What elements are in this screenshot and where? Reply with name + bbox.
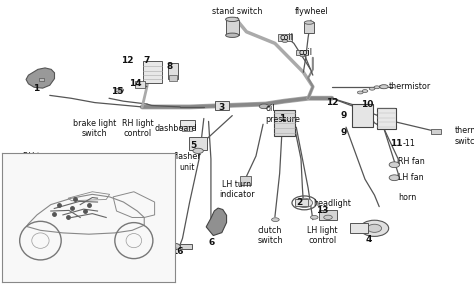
Text: coil: coil — [280, 33, 294, 42]
Bar — [180, 120, 195, 128]
Bar — [350, 223, 368, 234]
Text: 14: 14 — [129, 79, 141, 88]
Text: RH turn
indicator: RH turn indicator — [20, 152, 56, 172]
Text: 13: 13 — [316, 206, 328, 216]
Text: dashboard: dashboard — [154, 124, 197, 133]
Ellipse shape — [282, 40, 288, 42]
Text: 2: 2 — [296, 198, 303, 208]
Ellipse shape — [367, 224, 382, 232]
Text: LH fan: LH fan — [398, 173, 424, 182]
Text: 1: 1 — [33, 84, 39, 93]
Text: stand switch: stand switch — [212, 7, 262, 16]
Ellipse shape — [389, 175, 400, 181]
Ellipse shape — [115, 88, 124, 92]
Text: clutch
switch: clutch switch — [257, 226, 283, 245]
Polygon shape — [206, 208, 227, 236]
Bar — [189, 137, 207, 150]
Bar — [226, 19, 239, 35]
Ellipse shape — [300, 54, 305, 57]
Text: headlight: headlight — [313, 199, 351, 208]
Ellipse shape — [296, 198, 313, 208]
Text: thermal
switch: thermal switch — [455, 126, 474, 146]
Text: oil
pressure: oil pressure — [265, 104, 301, 124]
Bar — [278, 34, 292, 41]
Bar — [240, 176, 252, 185]
Ellipse shape — [272, 218, 279, 222]
Text: 4: 4 — [365, 235, 372, 244]
Ellipse shape — [362, 90, 368, 92]
Bar — [182, 126, 192, 131]
Bar — [169, 75, 177, 81]
Text: 12: 12 — [121, 56, 133, 65]
Text: RH light
control: RH light control — [122, 119, 153, 138]
Ellipse shape — [374, 86, 380, 89]
Text: flywheel: flywheel — [295, 7, 328, 16]
Text: RH fan: RH fan — [398, 157, 425, 166]
Ellipse shape — [357, 91, 363, 94]
Ellipse shape — [380, 85, 388, 89]
Ellipse shape — [360, 220, 389, 236]
Bar — [135, 81, 145, 88]
Text: 5: 5 — [190, 141, 196, 151]
Polygon shape — [26, 68, 55, 88]
Ellipse shape — [369, 87, 375, 90]
Bar — [215, 101, 229, 110]
Text: 1: 1 — [279, 114, 286, 123]
Text: 3: 3 — [218, 103, 225, 112]
Text: thermistor: thermistor — [389, 82, 431, 91]
Text: 8: 8 — [166, 62, 173, 71]
Text: 11: 11 — [390, 138, 402, 148]
Text: -11: -11 — [403, 138, 416, 148]
Text: 10: 10 — [361, 100, 374, 109]
Text: 12: 12 — [326, 98, 338, 107]
Text: 9: 9 — [341, 128, 347, 138]
Text: coil: coil — [299, 47, 313, 57]
Ellipse shape — [389, 162, 400, 168]
Ellipse shape — [310, 216, 318, 219]
Ellipse shape — [324, 215, 332, 220]
Polygon shape — [39, 78, 44, 81]
Ellipse shape — [168, 243, 180, 250]
Bar — [352, 104, 374, 127]
Bar — [295, 199, 308, 206]
Bar — [274, 110, 295, 136]
Text: LH light
control: LH light control — [307, 226, 337, 245]
Bar — [180, 244, 192, 249]
Text: horn: horn — [398, 193, 417, 203]
Bar — [304, 22, 314, 32]
Ellipse shape — [193, 148, 203, 153]
Bar — [377, 108, 396, 129]
Text: LH turn
indicator: LH turn indicator — [219, 179, 255, 199]
Text: 6: 6 — [209, 238, 215, 247]
Bar — [168, 63, 178, 79]
Ellipse shape — [259, 104, 269, 109]
Text: 7: 7 — [144, 56, 150, 65]
Text: flasher
unit: flasher unit — [173, 152, 201, 172]
Bar — [319, 210, 337, 220]
Ellipse shape — [379, 85, 385, 88]
Ellipse shape — [226, 17, 239, 22]
Ellipse shape — [304, 21, 314, 24]
Bar — [143, 61, 162, 83]
Text: 9: 9 — [341, 111, 347, 120]
Text: 15: 15 — [111, 86, 124, 96]
Text: 16: 16 — [171, 247, 183, 256]
Bar — [297, 50, 309, 55]
Bar — [431, 129, 441, 134]
Ellipse shape — [226, 33, 239, 38]
Text: brake light
switch: brake light switch — [73, 119, 117, 138]
